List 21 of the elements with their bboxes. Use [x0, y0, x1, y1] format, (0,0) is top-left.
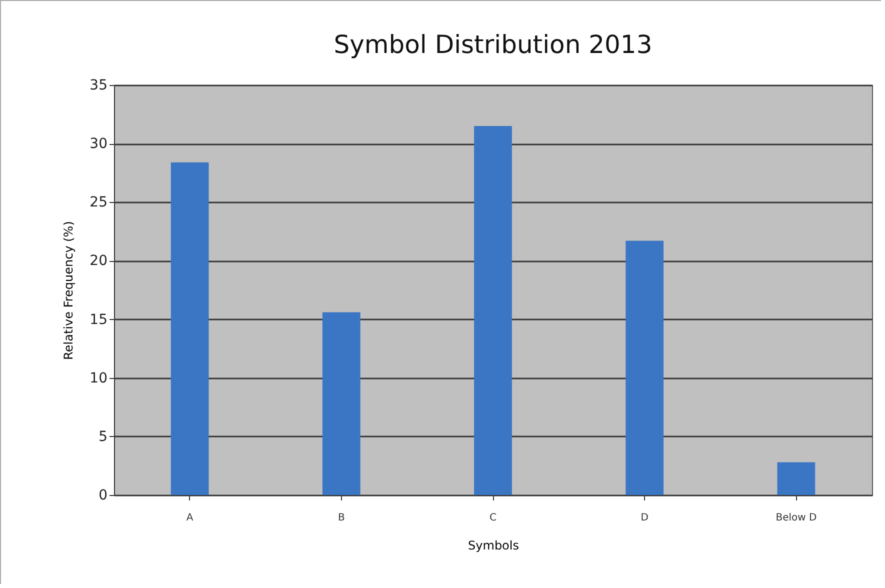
x-tick-label: A	[186, 512, 194, 524]
bar	[170, 162, 209, 495]
y-axis-title: Relative Frequency (%)	[62, 221, 76, 360]
x-axis-title: Symbols	[468, 538, 519, 552]
bar	[626, 240, 664, 495]
x-tick-label: D	[640, 512, 649, 524]
y-tick-label: 15	[90, 312, 108, 328]
y-tick-label: 25	[90, 194, 108, 211]
y-tick-label: 5	[98, 428, 108, 445]
x-tick-label: Below D	[776, 512, 817, 524]
y-tick-label: 0	[98, 488, 108, 504]
x-tick-label: C	[490, 512, 497, 524]
y-tick-label: 20	[90, 253, 108, 270]
bar	[322, 312, 360, 495]
y-tick-label: 30	[90, 136, 108, 152]
chart-title: Symbol Distribution 2013	[334, 30, 652, 59]
y-tick-label: 10	[90, 370, 108, 386]
x-tick-label: B	[338, 512, 345, 524]
bar	[474, 126, 512, 495]
y-tick-label: 35	[90, 78, 108, 94]
bar	[777, 462, 816, 495]
